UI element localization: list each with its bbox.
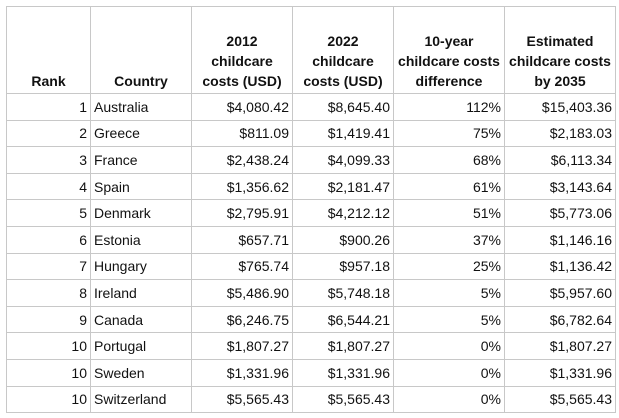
- difference-cell: 5%: [393, 279, 505, 307]
- rank-cell: 10: [6, 385, 91, 414]
- table-row: 8 Ireland $5,486.90 $5,748.18 5% $5,957.60: [6, 279, 616, 307]
- table-row: 1 Australia $4,080.42 $8,645.40 112% $15,403.…: [6, 93, 616, 121]
- rank-cell: 6: [6, 225, 91, 254]
- cost-2012-cell: $1,356.62: [191, 172, 293, 201]
- cost-2012-cell: $657.71: [191, 225, 293, 254]
- rank-cell: 3: [6, 146, 91, 174]
- column-header-cost-2022: 2022 childcare costs (USD): [292, 6, 394, 94]
- country-cell: Switzerland: [90, 385, 192, 414]
- difference-cell: 5%: [393, 305, 505, 334]
- rank-cell: 5: [6, 199, 91, 227]
- country-cell: Australia: [90, 93, 192, 121]
- estimate-2035-cell: $5,565.43: [504, 385, 616, 414]
- estimate-2035-cell: $1,807.27: [504, 332, 616, 360]
- cost-2012-cell: $5,565.43: [191, 385, 293, 414]
- estimate-2035-cell: $1,146.16: [504, 225, 616, 254]
- cost-2022-cell: $4,099.33: [292, 146, 394, 174]
- column-header-estimate-2035: Estimated childcare costs by 2035: [504, 6, 616, 94]
- country-cell: Greece: [90, 119, 192, 148]
- cost-2022-cell: $1,807.27: [292, 332, 394, 360]
- estimate-2035-cell: $6,782.64: [504, 305, 616, 334]
- estimate-2035-cell: $5,773.06: [504, 199, 616, 227]
- country-cell: Sweden: [90, 358, 192, 387]
- cost-2022-cell: $4,212.12: [292, 199, 394, 227]
- cost-2012-cell: $4,080.42: [191, 93, 293, 121]
- cost-2022-cell: $8,645.40: [292, 93, 394, 121]
- difference-cell: 75%: [393, 119, 505, 148]
- rank-cell: 4: [6, 172, 91, 201]
- table-row: 2 Greece $811.09 $1,419.41 75% $2,183.03: [6, 119, 616, 148]
- table-row: 3 France $2,438.24 $4,099.33 68% $6,113.34: [6, 146, 616, 174]
- difference-cell: 68%: [393, 146, 505, 174]
- country-cell: Ireland: [90, 279, 192, 307]
- cost-2012-cell: $6,246.75: [191, 305, 293, 334]
- rank-cell: 7: [6, 252, 91, 281]
- rank-cell: 2: [6, 119, 91, 148]
- table-row: 9 Canada $6,246.75 $6,544.21 5% $6,782.64: [6, 305, 616, 334]
- cost-2012-cell: $765.74: [191, 252, 293, 281]
- country-cell: Denmark: [90, 199, 192, 227]
- estimate-2035-cell: $3,143.64: [504, 172, 616, 201]
- rank-cell: 8: [6, 279, 91, 307]
- estimate-2035-cell: $15,403.36: [504, 93, 616, 121]
- rank-cell: 1: [6, 93, 91, 121]
- table-row: 7 Hungary $765.74 $957.18 25% $1,136.42: [6, 252, 616, 281]
- estimate-2035-cell: $2,183.03: [504, 119, 616, 148]
- cost-2022-cell: $5,565.43: [292, 385, 394, 414]
- table-row: 10 Portugal $1,807.27 $1,807.27 0% $1,807.27: [6, 332, 616, 360]
- cost-2022-cell: $5,748.18: [292, 279, 394, 307]
- estimate-2035-cell: $6,113.34: [504, 146, 616, 174]
- cost-2012-cell: $2,795.91: [191, 199, 293, 227]
- cost-2022-cell: $957.18: [292, 252, 394, 281]
- cost-2022-cell: $900.26: [292, 225, 394, 254]
- header-row: Rank Country 2012 childcare costs (USD) 202…: [6, 6, 616, 94]
- difference-cell: 25%: [393, 252, 505, 281]
- cost-2022-cell: $1,419.41: [292, 119, 394, 148]
- country-cell: Hungary: [90, 252, 192, 281]
- rank-cell: 9: [6, 305, 91, 334]
- table-row: 4 Spain $1,356.62 $2,181.47 61% $3,143.64: [6, 172, 616, 201]
- difference-cell: 61%: [393, 172, 505, 201]
- difference-cell: 112%: [393, 93, 505, 121]
- difference-cell: 0%: [393, 385, 505, 414]
- estimate-2035-cell: $1,136.42: [504, 252, 616, 281]
- estimate-2035-cell: $5,957.60: [504, 279, 616, 307]
- cost-2012-cell: $5,486.90: [191, 279, 293, 307]
- cost-2022-cell: $6,544.21: [292, 305, 394, 334]
- table-row: 10 Switzerland $5,565.43 $5,565.43 0% $5,565.…: [6, 385, 616, 414]
- difference-cell: 0%: [393, 358, 505, 387]
- table-row: 5 Denmark $2,795.91 $4,212.12 51% $5,773.06: [6, 199, 616, 227]
- cost-2012-cell: $1,331.96: [191, 358, 293, 387]
- column-header-rank: Rank: [6, 6, 91, 94]
- cost-2012-cell: $2,438.24: [191, 146, 293, 174]
- childcare-costs-table: Rank Country 2012 childcare costs (USD) 202…: [6, 6, 616, 414]
- country-cell: Portugal: [90, 332, 192, 360]
- column-header-cost-2012: 2012 childcare costs (USD): [191, 6, 293, 94]
- difference-cell: 37%: [393, 225, 505, 254]
- cost-2022-cell: $2,181.47: [292, 172, 394, 201]
- column-header-difference: 10-year childcare costs difference: [393, 6, 505, 94]
- difference-cell: 0%: [393, 332, 505, 360]
- country-cell: Canada: [90, 305, 192, 334]
- country-cell: France: [90, 146, 192, 174]
- cost-2022-cell: $1,331.96: [292, 358, 394, 387]
- table-row: 10 Sweden $1,331.96 $1,331.96 0% $1,331.96: [6, 358, 616, 387]
- rank-cell: 10: [6, 332, 91, 360]
- column-header-country: Country: [90, 6, 192, 94]
- rank-cell: 10: [6, 358, 91, 387]
- difference-cell: 51%: [393, 199, 505, 227]
- cost-2012-cell: $811.09: [191, 119, 293, 148]
- country-cell: Spain: [90, 172, 192, 201]
- cost-2012-cell: $1,807.27: [191, 332, 293, 360]
- country-cell: Estonia: [90, 225, 192, 254]
- estimate-2035-cell: $1,331.96: [504, 358, 616, 387]
- table-row: 6 Estonia $657.71 $900.26 37% $1,146.16: [6, 225, 616, 254]
